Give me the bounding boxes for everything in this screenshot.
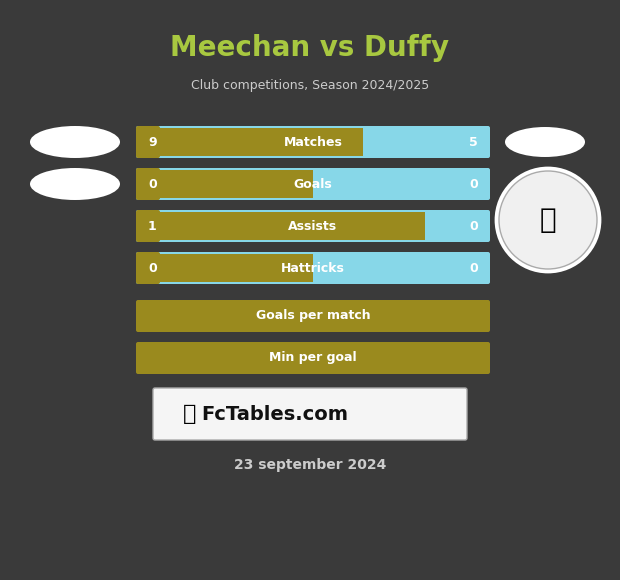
FancyBboxPatch shape (153, 388, 467, 440)
Circle shape (496, 168, 600, 272)
Text: Goals: Goals (294, 177, 332, 190)
FancyBboxPatch shape (136, 126, 160, 158)
Bar (138, 212, 425, 240)
FancyBboxPatch shape (136, 252, 160, 284)
Text: Meechan vs Duffy: Meechan vs Duffy (170, 34, 450, 62)
Text: Club competitions, Season 2024/2025: Club competitions, Season 2024/2025 (191, 78, 429, 92)
Text: Matches: Matches (283, 136, 342, 148)
Text: Assists: Assists (288, 219, 337, 233)
Text: Hattricks: Hattricks (281, 262, 345, 274)
Ellipse shape (505, 127, 585, 157)
Circle shape (499, 171, 597, 269)
Ellipse shape (30, 126, 120, 158)
FancyBboxPatch shape (136, 252, 490, 284)
Text: 23 september 2024: 23 september 2024 (234, 458, 386, 472)
FancyBboxPatch shape (136, 210, 490, 242)
Text: 5: 5 (469, 136, 478, 148)
Text: 1: 1 (148, 219, 157, 233)
Text: 0: 0 (148, 262, 157, 274)
FancyBboxPatch shape (136, 300, 490, 332)
Text: 🦅: 🦅 (539, 206, 556, 234)
Ellipse shape (30, 168, 120, 200)
FancyBboxPatch shape (136, 210, 160, 242)
FancyBboxPatch shape (136, 126, 490, 158)
Text: 0: 0 (148, 177, 157, 190)
Text: Goals per match: Goals per match (255, 310, 370, 322)
Bar (138, 170, 313, 198)
Text: 0: 0 (469, 219, 478, 233)
FancyBboxPatch shape (136, 342, 490, 374)
FancyBboxPatch shape (136, 168, 490, 200)
Text: 📊: 📊 (184, 404, 197, 424)
Bar (138, 254, 313, 282)
Text: 0: 0 (469, 177, 478, 190)
Text: 0: 0 (469, 262, 478, 274)
FancyBboxPatch shape (136, 168, 160, 200)
Text: Min per goal: Min per goal (269, 351, 357, 364)
Text: FcTables.com: FcTables.com (202, 404, 348, 423)
Bar (138, 128, 363, 156)
Text: 9: 9 (148, 136, 157, 148)
